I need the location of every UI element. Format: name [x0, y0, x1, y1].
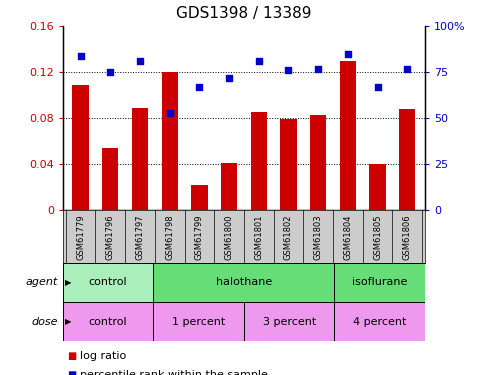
- Bar: [154, 262, 334, 302]
- Text: percentile rank within the sample: percentile rank within the sample: [80, 370, 268, 375]
- Text: control: control: [89, 316, 128, 327]
- Point: [77, 53, 85, 58]
- Point: [106, 69, 114, 75]
- Bar: [72, 85, 89, 210]
- Point: [255, 58, 263, 64]
- Text: dose: dose: [31, 316, 58, 327]
- Point: [166, 110, 173, 116]
- Text: ▶: ▶: [65, 278, 71, 286]
- Bar: [251, 112, 267, 210]
- Bar: [340, 61, 356, 210]
- Bar: [221, 163, 237, 210]
- Bar: [191, 185, 208, 210]
- Bar: [63, 262, 154, 302]
- Text: GSM61797: GSM61797: [136, 214, 144, 260]
- Point: [314, 66, 322, 72]
- Bar: [102, 148, 118, 210]
- Bar: [132, 108, 148, 210]
- Text: agent: agent: [26, 277, 58, 287]
- Bar: [63, 302, 154, 341]
- Text: GSM61798: GSM61798: [165, 214, 174, 260]
- Point: [374, 84, 382, 90]
- Text: ■: ■: [68, 370, 77, 375]
- Text: GSM61803: GSM61803: [313, 214, 323, 260]
- Text: GSM61804: GSM61804: [343, 214, 352, 260]
- Bar: [399, 109, 415, 210]
- Text: control: control: [89, 277, 128, 287]
- Text: GSM61779: GSM61779: [76, 214, 85, 260]
- Bar: [335, 302, 425, 341]
- Text: 4 percent: 4 percent: [353, 316, 407, 327]
- Bar: [244, 302, 334, 341]
- Text: GSM61805: GSM61805: [373, 214, 382, 260]
- Text: isoflurane: isoflurane: [352, 277, 408, 287]
- Bar: [154, 302, 244, 341]
- Text: halothane: halothane: [216, 277, 272, 287]
- Point: [344, 51, 352, 57]
- Text: GSM61800: GSM61800: [225, 214, 234, 260]
- Text: 3 percent: 3 percent: [263, 316, 316, 327]
- Point: [225, 75, 233, 81]
- Bar: [369, 164, 386, 210]
- Text: GSM61801: GSM61801: [254, 214, 263, 260]
- Text: log ratio: log ratio: [80, 351, 126, 361]
- Bar: [280, 119, 297, 210]
- Text: GSM61802: GSM61802: [284, 214, 293, 260]
- Bar: [161, 72, 178, 210]
- Text: 1 percent: 1 percent: [172, 316, 225, 327]
- Text: GSM61796: GSM61796: [106, 214, 115, 260]
- Text: GSM61799: GSM61799: [195, 214, 204, 260]
- Text: ■: ■: [68, 351, 77, 361]
- Text: GSM61806: GSM61806: [403, 214, 412, 260]
- Point: [136, 58, 144, 64]
- Point: [284, 68, 292, 74]
- Point: [403, 66, 411, 72]
- Text: ▶: ▶: [65, 317, 71, 326]
- Text: GDS1398 / 13389: GDS1398 / 13389: [176, 6, 312, 21]
- Point: [196, 84, 203, 90]
- Bar: [310, 115, 327, 210]
- Bar: [335, 262, 425, 302]
